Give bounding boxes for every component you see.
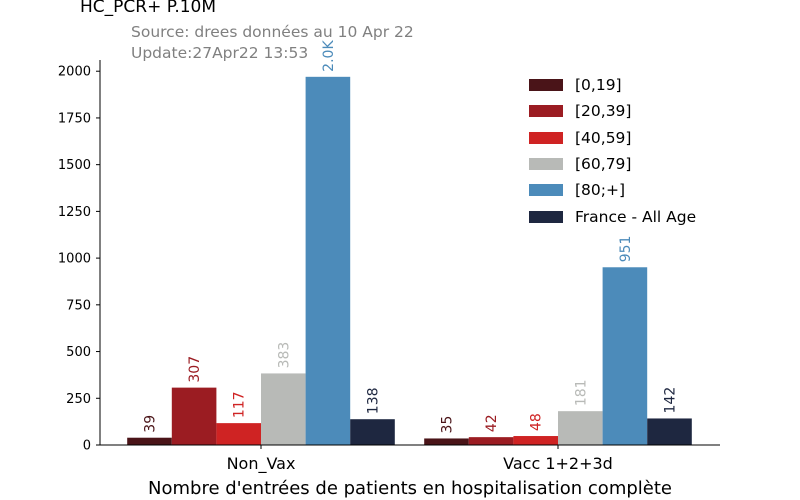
y-tick-label-5: 1250	[58, 205, 91, 220]
legend-item-1: [20,39]	[529, 98, 696, 124]
bar-5-1	[647, 418, 692, 445]
legend-swatch-1	[529, 105, 563, 118]
source-note: Source: drees données au 10 Apr 22	[131, 23, 414, 41]
legend-label-0: [0,19]	[575, 76, 622, 95]
bar-2-0	[216, 423, 261, 445]
legend-swatch-5	[529, 210, 563, 223]
data-label-4-1: 951	[618, 236, 634, 263]
chart-legend: [0,19] [20,39] [40,59] [60,79] [80;+] France …	[529, 72, 696, 230]
data-label-3-0: 383	[276, 342, 292, 369]
data-label-2-0: 117	[232, 391, 248, 418]
chart-title: HC_PCR+ P.10M	[80, 0, 217, 17]
bar-0-0	[127, 437, 172, 445]
bar-0-1	[424, 438, 469, 445]
data-label-5-1: 142	[663, 387, 679, 414]
y-tick-label-6: 1500	[58, 158, 91, 173]
legend-swatch-0	[529, 79, 563, 92]
legend-swatch-2	[529, 131, 563, 144]
legend-label-4: [80;+]	[575, 181, 626, 200]
bar-2-1	[513, 436, 558, 445]
bars-group: 39 35 307 42 117 48 383 181 2.0K 951 138 142	[127, 40, 692, 446]
bar-3-0	[261, 373, 306, 445]
y-tick-label-7: 1750	[58, 111, 91, 126]
bar-4-1	[602, 267, 648, 445]
y-tick-label-8: 2000	[58, 65, 91, 80]
data-label-1-1: 42	[484, 414, 500, 432]
legend-label-2: [40,59]	[575, 128, 632, 147]
y-tick-label-3: 750	[66, 298, 91, 313]
data-label-3-1: 181	[573, 379, 589, 406]
legend-label-3: [60,79]	[575, 155, 632, 174]
axes-group: 0 250 500 750 1000 1250 1500 1750 2000 Non_Vax Vac…	[58, 60, 720, 474]
bar-5-0	[350, 419, 395, 445]
bar-1-0	[171, 387, 217, 445]
legend-item-5: France - All Age	[529, 203, 696, 229]
data-label-5-0: 138	[366, 387, 382, 414]
x-tick-label-1: Vacc 1+2+3d	[503, 454, 613, 473]
bar-1-1	[468, 437, 514, 445]
legend-item-3: [60,79]	[529, 151, 696, 177]
data-label-0-0: 39	[143, 415, 159, 433]
legend-label-5: France - All Age	[575, 207, 697, 226]
bar-3-1	[558, 411, 603, 445]
legend-swatch-3	[529, 158, 563, 171]
legend-item-4: [80;+]	[529, 177, 696, 203]
data-label-0-1: 35	[440, 416, 456, 434]
update-note: Update:27Apr22 13:53	[131, 44, 309, 62]
bar-4-0	[305, 76, 351, 446]
data-label-1-0: 307	[187, 356, 203, 383]
y-tick-label-2: 500	[66, 345, 91, 360]
y-tick-label-1: 250	[66, 392, 91, 407]
x-axis-label: Nombre d'entrées de patients en hospital…	[148, 478, 672, 499]
data-label-4-0: 2.0K	[321, 40, 337, 72]
legend-label-1: [20,39]	[575, 102, 632, 121]
y-tick-label-0: 0	[83, 439, 91, 454]
legend-item-2: [40,59]	[529, 125, 696, 151]
legend-swatch-4	[529, 184, 563, 197]
x-tick-label-0: Non_Vax	[227, 454, 296, 474]
legend-item-0: [0,19]	[529, 72, 696, 98]
data-label-2-1: 48	[529, 413, 545, 431]
y-tick-label-4: 1000	[58, 252, 91, 267]
